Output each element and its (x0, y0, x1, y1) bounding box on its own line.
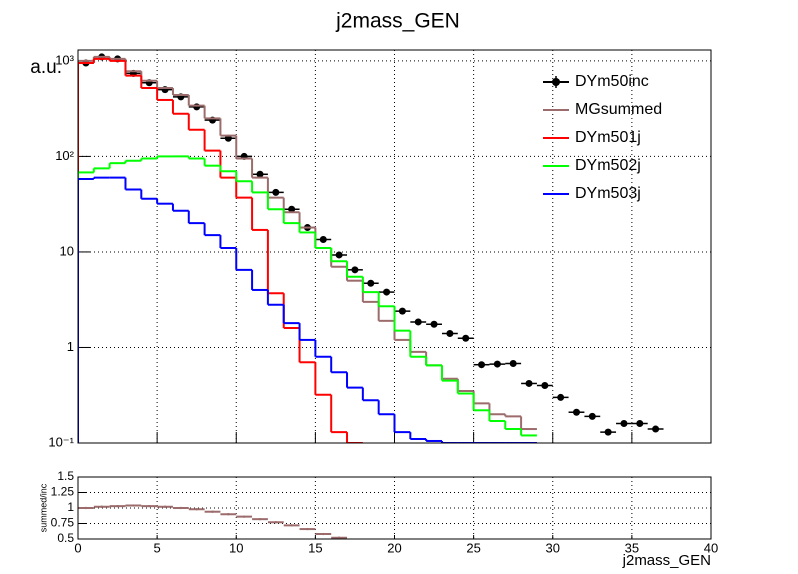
data-layer (78, 53, 664, 443)
data-point (258, 517, 262, 521)
y-tick-label: 1 (67, 339, 74, 354)
y-tick-label: 10 (60, 243, 74, 258)
data-point (148, 504, 151, 508)
ratio-y-axis-title: summed/inc (38, 483, 48, 532)
data-point (525, 379, 533, 387)
legend-label: DYm502j (575, 157, 641, 174)
data-point (272, 188, 280, 196)
x-tick-label: 0 (74, 540, 81, 555)
data-point (290, 524, 293, 527)
data-point (367, 279, 375, 287)
data-point (84, 506, 88, 510)
y-tick-label: 0.75 (51, 516, 75, 530)
legend-label: DYm503j (575, 185, 641, 202)
data-point (557, 393, 565, 401)
data-point (195, 508, 198, 511)
data-point (604, 428, 612, 436)
ratio-frame (77, 476, 712, 540)
data-point (322, 532, 325, 536)
data-point (227, 513, 230, 516)
data-point (620, 420, 628, 428)
data-point (242, 515, 246, 518)
data-point (211, 510, 214, 513)
x-tick-label: 30 (546, 540, 560, 555)
ratio-plot-area: 0 5 10 15 20 25 30 35 40 0.50.75 11.25 1.5 (51, 469, 719, 555)
data-point (319, 235, 327, 243)
x-axis-title: j2mass_GEN (622, 552, 711, 569)
x-tick-label: 25 (466, 540, 480, 555)
data-point (588, 412, 596, 420)
data-point (636, 420, 644, 428)
y-tick-label: 10⁻¹ (48, 434, 74, 449)
data-point (335, 251, 343, 259)
data-point (383, 288, 391, 296)
data-point (414, 318, 422, 326)
legend-label: DYm50inc (575, 73, 649, 90)
data-point (478, 361, 486, 369)
frame (77, 49, 712, 444)
x-tick-label: 5 (154, 540, 161, 555)
data-point (398, 307, 406, 315)
x-tick-label: 35 (625, 540, 639, 555)
y-tick-label: 1.25 (51, 485, 75, 499)
data-point (493, 360, 501, 368)
data-point (193, 103, 201, 111)
x-tick-label: 10 (229, 540, 243, 555)
y-tick-label: 10³ (55, 52, 74, 67)
x-tick-label: 20 (387, 540, 401, 555)
data-point (351, 266, 359, 274)
data-point (116, 504, 119, 508)
data-point (274, 521, 278, 524)
legend-swatch (552, 78, 560, 86)
legend-label: MGsummed (575, 101, 662, 118)
legend: DYm50inc MGsummed DYm501j DYm502j DYm503j (543, 73, 662, 202)
y-tick-label: 0.5 (57, 531, 74, 545)
y-tick-label: 1.5 (57, 469, 74, 483)
data-point (306, 527, 309, 531)
data-point (179, 506, 183, 510)
chart-title: j2mass_GEN (335, 10, 460, 33)
x-tick-label: 40 (704, 540, 718, 555)
ratio-data-layer (78, 504, 348, 539)
data-point (541, 381, 549, 389)
data-point (430, 320, 438, 328)
data-point (256, 170, 264, 178)
y-tick-label: 10² (55, 148, 74, 163)
data-point (132, 504, 135, 507)
legend-label: DYm501j (575, 129, 641, 146)
data-point (572, 408, 580, 416)
data-point (163, 505, 167, 508)
data-point (462, 334, 470, 342)
data-point (337, 536, 341, 539)
data-point (288, 205, 296, 213)
y-tick-label: 1 (67, 500, 74, 514)
data-point (652, 425, 660, 433)
data-point (509, 359, 517, 367)
data-point (446, 330, 454, 338)
x-tick-label: 15 (308, 540, 322, 555)
y-axis-title: a.u. (30, 57, 62, 78)
plot-area: 10⁻¹ 1 10 10² 10³ (48, 50, 712, 449)
data-point (100, 505, 103, 508)
